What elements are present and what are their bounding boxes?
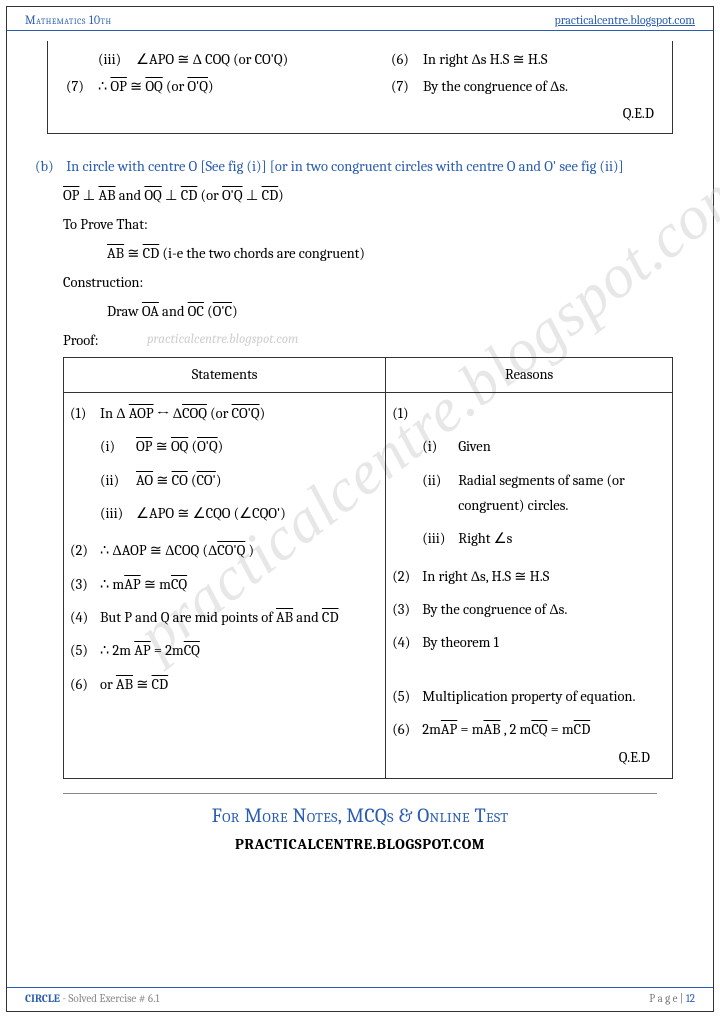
part-heading: In circle with centre O [See fig (i)] [o…: [66, 158, 623, 175]
row-num: (7): [391, 74, 423, 101]
footer-right: P a g e | 12: [649, 992, 695, 1005]
statements-column: (1)In Δ AOP ↔ ΔCOQ (or CO'Q) (i)OP ≅ OQ …: [64, 393, 386, 778]
content-area: (iii)∠APO ≅ Δ COQ (or CO'Q) (6)In right …: [7, 31, 713, 853]
header-url[interactable]: practicalcentre.blogspot.com: [554, 13, 695, 27]
sub-num: (iii): [98, 47, 136, 74]
row-num: (7): [66, 74, 98, 101]
footer-note-line1: For More Notes, MCQs & Online Test: [63, 804, 657, 827]
construction-label: Construction:: [35, 268, 685, 297]
col-reasons: Reasons: [386, 358, 672, 391]
page-footer: CIRCLE - Solved Exercise # 6.1 P a g e |…: [7, 987, 713, 1011]
page-frame: Mathematics 10th practicalcentre.blogspo…: [6, 6, 714, 1012]
statement-text: ∠APO ≅ Δ COQ (or CO'Q): [136, 51, 288, 68]
to-prove-label: To Prove That:: [35, 210, 685, 239]
construction-content: Draw OA and OC (O'C): [35, 297, 685, 326]
part-label: (b): [35, 152, 63, 181]
footer-note-line2[interactable]: PRACTICALCENTRE.BLOGSPOT.COM: [63, 835, 657, 853]
to-prove-content: AB ≅ CD (i-e the two chords are congruen…: [35, 239, 685, 268]
qed: Q.E.D: [48, 101, 672, 128]
reasons-column: (1) (i)Given (ii)Radial segments of same…: [386, 393, 672, 778]
row-num: (6): [391, 47, 423, 74]
reason-text: In right Δs H.S ≅ H.S: [423, 51, 548, 68]
reason-text: By the congruence of Δs.: [423, 78, 568, 95]
top-continuation-box: (iii)∠APO ≅ Δ COQ (or CO'Q) (6)In right …: [47, 41, 673, 134]
footer-left: CIRCLE - Solved Exercise # 6.1: [25, 992, 159, 1005]
statement-text: ∴ OP ≅ OQ (or O'Q): [98, 78, 214, 95]
col-statements: Statements: [64, 358, 386, 391]
proof-label: Proof:: [35, 326, 685, 355]
given-line: OP ⊥ AB and OQ ⊥ CD (or O'Q ⊥ CD): [35, 181, 685, 210]
page-header: Mathematics 10th practicalcentre.blogspo…: [7, 7, 713, 31]
proof-table-header: Statements Reasons: [64, 358, 672, 392]
section-b: (b) In circle with centre O [See fig (i)…: [35, 152, 685, 355]
header-subject: Mathematics 10th: [25, 13, 112, 27]
qed: Q.E.D: [392, 743, 664, 770]
footer-note: For More Notes, MCQs & Online Test PRACT…: [63, 793, 657, 853]
proof-table: Statements Reasons (1)In Δ AOP ↔ ΔCOQ (o…: [63, 357, 673, 779]
